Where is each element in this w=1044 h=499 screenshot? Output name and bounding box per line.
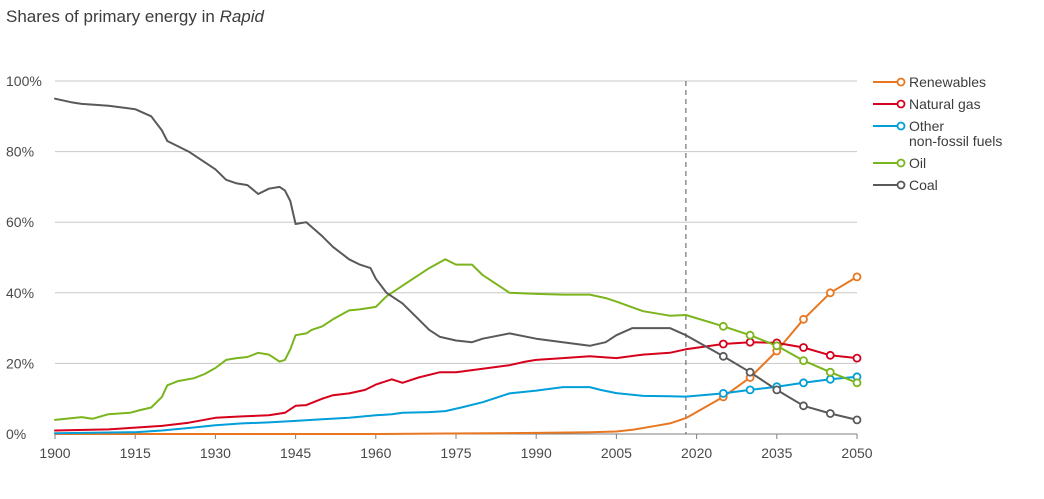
x-tick-label: 1990 [521,445,552,461]
data-point-oil-2045 [825,367,835,377]
data-point-oil-2035 [772,341,782,351]
y-tick-label: 60% [6,214,34,230]
data-point-coal-2025 [718,351,728,361]
legend-label: Natural gas [909,96,981,112]
data-point-oil-2030 [745,330,755,340]
data-point-other-non-fossil-fuels-2030 [745,385,755,395]
y-tick-label: 20% [6,355,34,371]
x-tick-label: 2035 [761,445,792,461]
data-point-coal-2030 [745,367,755,377]
legend-item-oil: Oil [873,155,926,171]
legend-label: Other [909,118,944,134]
data-point-oil-2050 [852,378,862,388]
y-tick-label: 100% [6,73,42,89]
legend-label: Coal [909,177,938,193]
x-tick-label: 1960 [360,445,391,461]
x-tick-label: 1945 [280,445,311,461]
x-axis-ticks: 1900 1915 1930 1945 1960 1975 1990 2005 2020 2035… [39,434,873,461]
y-axis-ticks: 0% 20% 40% 60% 80% 100% [6,73,42,442]
x-tick-label: 1900 [39,445,70,461]
data-point-other-non-fossil-fuels-2040 [799,378,808,388]
legend-label: Renewables [909,74,986,90]
series-line-coal-historical [54,97,687,347]
data-point-natural-gas-2045 [825,350,835,360]
data-point-natural-gas-2050 [852,353,862,363]
legend-item-natural-gas: Natural gas [873,96,981,112]
legend-swatch-marker [896,121,906,131]
data-point-renewables-2050 [852,272,862,282]
legend-swatch-marker [896,180,906,190]
series-line-oil-historical [54,258,687,421]
data-point-renewables-2040 [799,314,808,324]
y-tick-label: 0% [6,426,26,442]
chart-title: Shares of primary energy in Rapid [6,7,265,26]
data-point-renewables-2045 [825,288,835,298]
projection-markers [718,272,862,425]
data-point-coal-2035 [772,385,782,395]
data-point-oil-2040 [799,356,808,366]
y-tick-label: 80% [6,144,34,160]
gridlines [55,80,857,435]
chart-title-emphasis: Rapid [220,7,265,26]
data-point-other-non-fossil-fuels-2025 [718,388,728,398]
x-tick-label: 2020 [681,445,712,461]
series-line-other-non-fossil-fuels-historical [54,386,687,435]
legend-swatch-marker [896,99,906,109]
legend-label: Oil [909,155,926,171]
legend-item-coal: Coal [873,177,938,193]
data-point-coal-2040 [799,401,808,411]
x-tick-label: 1975 [440,445,471,461]
data-point-other-non-fossil-fuels-2045 [825,374,835,384]
series-lines [54,97,858,435]
legend-item-renewables: Renewables [873,74,986,90]
data-point-oil-2025 [718,321,728,331]
data-point-coal-2045 [825,409,835,418]
x-tick-label: 2050 [841,445,872,461]
data-point-coal-2050 [852,415,862,425]
chart-title-main: Shares of primary energy in [6,7,215,26]
series-line-natural-gas-historical [54,348,687,432]
data-point-natural-gas-2030 [745,337,755,347]
x-tick-label: 1915 [120,445,151,461]
data-point-natural-gas-2040 [799,343,808,352]
legend-label: non-fossil fuels [909,133,1002,149]
y-tick-label: 40% [6,285,34,301]
legend-swatch-marker [896,77,906,87]
series-line-renewables-historical [54,417,687,435]
x-tick-label: 2005 [601,445,632,461]
x-tick-label: 1930 [200,445,231,461]
legend-swatch-marker [896,158,906,168]
data-point-natural-gas-2025 [718,339,728,349]
series-line-renewables-projection [684,275,858,420]
